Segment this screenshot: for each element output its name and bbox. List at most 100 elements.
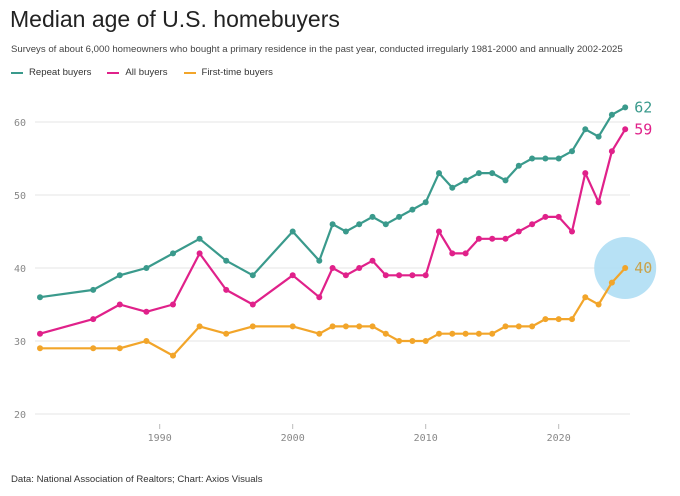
data-point — [170, 352, 176, 359]
y-tick-label: 60 — [14, 118, 26, 129]
source-note: Data: National Association of Realtors; … — [11, 474, 263, 485]
data-point — [502, 235, 509, 242]
data-point — [608, 148, 615, 155]
x-tick-label: 2010 — [414, 433, 438, 444]
legend-label: First-time buyers — [201, 67, 273, 78]
data-point — [569, 228, 575, 235]
data-point — [116, 272, 123, 279]
data-point — [608, 111, 615, 118]
data-point — [475, 235, 482, 242]
x-tick-label: 1990 — [148, 433, 172, 444]
data-point — [90, 345, 97, 352]
data-point — [329, 221, 336, 228]
data-point — [356, 221, 363, 228]
end-label: 62 — [634, 98, 652, 116]
data-point — [515, 228, 522, 235]
data-point — [436, 228, 442, 235]
data-point — [382, 330, 389, 337]
data-point — [529, 155, 536, 162]
data-point — [196, 250, 203, 257]
data-point — [462, 250, 469, 257]
data-point — [422, 272, 429, 279]
data-point — [37, 330, 43, 337]
data-point — [555, 316, 562, 323]
data-point — [489, 170, 496, 177]
data-point — [90, 286, 97, 293]
data-point — [529, 221, 536, 228]
data-point — [595, 133, 602, 140]
x-tick-label: 2000 — [281, 433, 305, 444]
data-point — [356, 323, 363, 330]
data-point — [449, 330, 456, 337]
legend-item-repeat: Repeat buyers — [11, 67, 91, 78]
legend-label: All buyers — [125, 67, 168, 78]
data-point — [462, 177, 469, 184]
series-line-1 — [39, 128, 627, 335]
data-point — [249, 272, 256, 279]
end-label: 40 — [634, 259, 652, 277]
data-point — [515, 323, 522, 330]
data-point — [489, 330, 496, 337]
data-point — [223, 330, 230, 337]
data-point — [409, 338, 416, 344]
data-point — [116, 301, 123, 308]
data-point — [289, 272, 296, 279]
y-tick-label: 20 — [14, 410, 26, 421]
data-point — [595, 301, 602, 308]
data-point — [37, 345, 43, 352]
data-point — [542, 316, 549, 323]
series-line-2 — [40, 267, 627, 357]
data-point — [515, 162, 522, 169]
legend-label: Repeat buyers — [29, 67, 92, 78]
legend-swatch — [107, 71, 120, 74]
x-tick-label: 2020 — [547, 433, 571, 444]
y-tick-label: 40 — [14, 264, 26, 275]
data-point — [475, 170, 482, 177]
data-point — [502, 323, 509, 330]
data-point — [409, 272, 416, 279]
data-point — [382, 272, 389, 279]
data-point — [369, 257, 376, 264]
data-point — [249, 301, 256, 308]
data-point — [170, 250, 176, 257]
data-point — [289, 323, 296, 330]
data-point — [329, 265, 336, 271]
data-point — [462, 330, 469, 337]
data-point — [582, 126, 589, 133]
legend-item-all: All buyers — [107, 67, 168, 78]
data-point — [622, 104, 629, 111]
data-point — [542, 213, 549, 220]
data-point — [143, 265, 150, 271]
end-label: 59 — [634, 120, 652, 138]
legend-item-first-time: First-time buyers — [183, 67, 273, 78]
data-point — [475, 330, 482, 337]
y-tick-label: 30 — [14, 337, 26, 348]
chart-title: Median age of U.S. homebuyers — [10, 6, 340, 32]
data-point — [569, 316, 575, 323]
data-point — [396, 338, 403, 344]
data-point — [422, 338, 429, 344]
data-point — [409, 206, 416, 213]
data-point — [369, 213, 376, 220]
data-point — [555, 213, 562, 220]
data-point — [342, 323, 349, 330]
data-point — [382, 221, 389, 228]
data-point — [342, 272, 349, 279]
data-point — [489, 235, 496, 242]
data-point — [555, 155, 562, 162]
data-point — [316, 257, 323, 264]
data-point — [223, 286, 230, 293]
legend-swatch — [11, 71, 23, 74]
data-point — [436, 170, 442, 177]
data-point — [143, 308, 150, 315]
y-tick-label: 50 — [14, 191, 26, 202]
data-point — [542, 155, 549, 162]
legend: Repeat buyers All buyers First-time buye… — [11, 67, 273, 78]
data-point — [502, 177, 509, 184]
legend-swatch — [183, 71, 196, 74]
data-point — [196, 323, 203, 330]
data-point — [608, 279, 615, 286]
data-point — [90, 316, 97, 323]
data-point — [622, 265, 629, 271]
